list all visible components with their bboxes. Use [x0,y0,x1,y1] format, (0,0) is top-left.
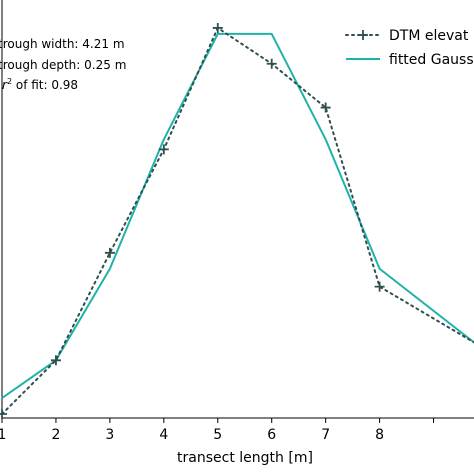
x-tick-label: 8 [375,427,384,443]
x-axis-label: transect length [m] [177,450,313,466]
legend: DTM elevat fitted Gauss [345,28,474,68]
annotation-block: trough width: 4.21 m trough depth: 0.25 … [0,37,126,92]
legend-label-fit: fitted Gauss [389,52,474,68]
data-point-marker [266,58,277,69]
annotation-trough-depth-value: 0.25 m [84,58,126,72]
data-point-marker [212,22,223,33]
data-point-marker [50,355,61,366]
data-point-marker [374,281,385,292]
x-tick-label: 6 [267,427,276,443]
annotation-trough-width-value: 4.21 m [82,37,124,51]
annotation-trough-width-label: trough width: [0,37,82,51]
data-point-marker [0,409,7,420]
annotation-trough-depth: trough depth: 0.25 m [0,58,126,72]
annotation-r2-sup: 2 [7,77,12,86]
annotation-r2: r2 of fit: 0.98 [2,77,78,92]
data-point-marker [320,102,331,113]
legend-label-dtm: DTM elevat [389,28,469,44]
plot-area: 1 2 3 4 5 6 7 8 [0,0,474,443]
x-tick-label: 5 [213,427,222,443]
annotation-r2-symbol: r [2,78,8,92]
data-point-marker [104,247,115,258]
annotation-r2-suffix: of fit: 0.98 [12,78,78,92]
x-tick-label: 2 [51,427,60,443]
x-tick-label: 3 [105,427,114,443]
x-tick-label: 4 [159,427,168,443]
series-layer [0,22,474,420]
annotation-trough-depth-label: trough depth: [0,58,84,72]
data-point-marker [158,144,169,155]
legend-marker-dtm [358,30,368,40]
annotation-trough-width: trough width: 4.21 m [0,37,125,51]
x-tick-label: 7 [321,427,330,443]
x-tick-label: 1 [0,427,6,443]
